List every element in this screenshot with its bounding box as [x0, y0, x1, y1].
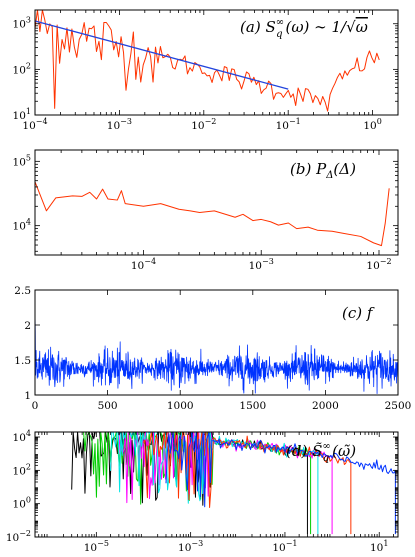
panel-a-frame [34, 9, 399, 116]
panel-c-ytick-label: 1.5 [14, 355, 31, 367]
panel-c-ytick-label: 1 [24, 390, 31, 402]
panel-b-xtick-label: 10−4 [131, 257, 156, 272]
panel-c-xtick-label: 500 [98, 400, 118, 412]
panel-c-series-0 [34, 310, 399, 394]
panel-d-ytick-label: 10−2 [6, 529, 31, 544]
panel-d-xtick-label: 10−5 [84, 539, 109, 554]
panel-c-xtick-label: 2000 [312, 400, 339, 412]
panel-d-xtick-label: 10−3 [178, 539, 203, 554]
panel-a-xtick-label: 100 [363, 117, 381, 132]
panel-d-series [71, 431, 396, 535]
panel-c-ytick-label: 2 [24, 320, 31, 332]
panel-c-xtick-label: 2500 [385, 400, 412, 412]
panel-b-title: (b) PΔ(Δ) [290, 160, 356, 181]
panel-b-series [34, 181, 390, 247]
panel-b-ytick-label: 104 [13, 218, 31, 233]
panel-d-series-3 [110, 431, 319, 535]
panel-b-ytick-label: 105 [13, 153, 31, 168]
panel-c-frame [34, 289, 399, 396]
panel-d-series-5 [165, 431, 396, 535]
panel-a-xtick-label: 10−1 [276, 117, 301, 132]
panel-d: 10−5 10−3 10−1 101 10−2 100 102 104 (d) S̃∞ q (ω̃… [6, 429, 399, 554]
panel-a-series-0 [34, 9, 380, 112]
panel-d-frame [34, 431, 399, 538]
panel-d-ytick-label: 100 [13, 496, 31, 511]
panel-b-xtick-label: 10−2 [366, 257, 391, 272]
panel-a-ytick-label: 103 [13, 16, 31, 31]
panel-d-ytick-label: 104 [13, 429, 31, 444]
panel-d-xtick-label: 101 [370, 539, 388, 554]
panel-c-xtick-label: 1000 [167, 400, 194, 412]
panel-b-xtick-label: 10−3 [249, 257, 274, 272]
panel-c-ytick-label: 2.5 [14, 285, 31, 297]
panel-b-frame [34, 149, 399, 256]
panel-d-title: (d) S̃∞ q (ω̃) [286, 441, 356, 464]
panel-a-series [34, 9, 380, 112]
panel-a-xtick-label: 10−3 [107, 117, 132, 132]
panel-b-series-0 [34, 181, 390, 247]
panel-d-xtick-label: 10−1 [272, 539, 297, 554]
panel-a-ytick-label: 102 [13, 61, 31, 76]
panel-c-xtick-label: 0 [32, 400, 39, 412]
panel-d-series-2 [118, 431, 333, 535]
panel-d-ytick-label: 102 [13, 462, 31, 477]
panel-c-series [34, 310, 399, 394]
panel-a-xtick-label: 10−4 [22, 117, 47, 132]
panel-c: 0 500 1000 1500 2000 2500 1 1.5 2 2.5 (c) f [14, 285, 411, 412]
panel-b-ticks: 10−4 10−3 10−2 104 105 [13, 150, 398, 272]
panel-c-ticks: 0 500 1000 1500 2000 2500 1 1.5 2 2.5 [14, 285, 411, 412]
panel-c-title: (c) f [342, 304, 375, 322]
panel-a-title: (a) S∞ q (ω) ∼ 1/√ω [240, 17, 368, 40]
panel-a-xtick-label: 10−2 [191, 117, 216, 132]
panel-c-xtick-label: 1500 [239, 400, 266, 412]
panel-b: 10−4 10−3 10−2 104 105 (b) PΔ(Δ) [13, 149, 399, 272]
panel-a-series-1 [34, 20, 289, 90]
